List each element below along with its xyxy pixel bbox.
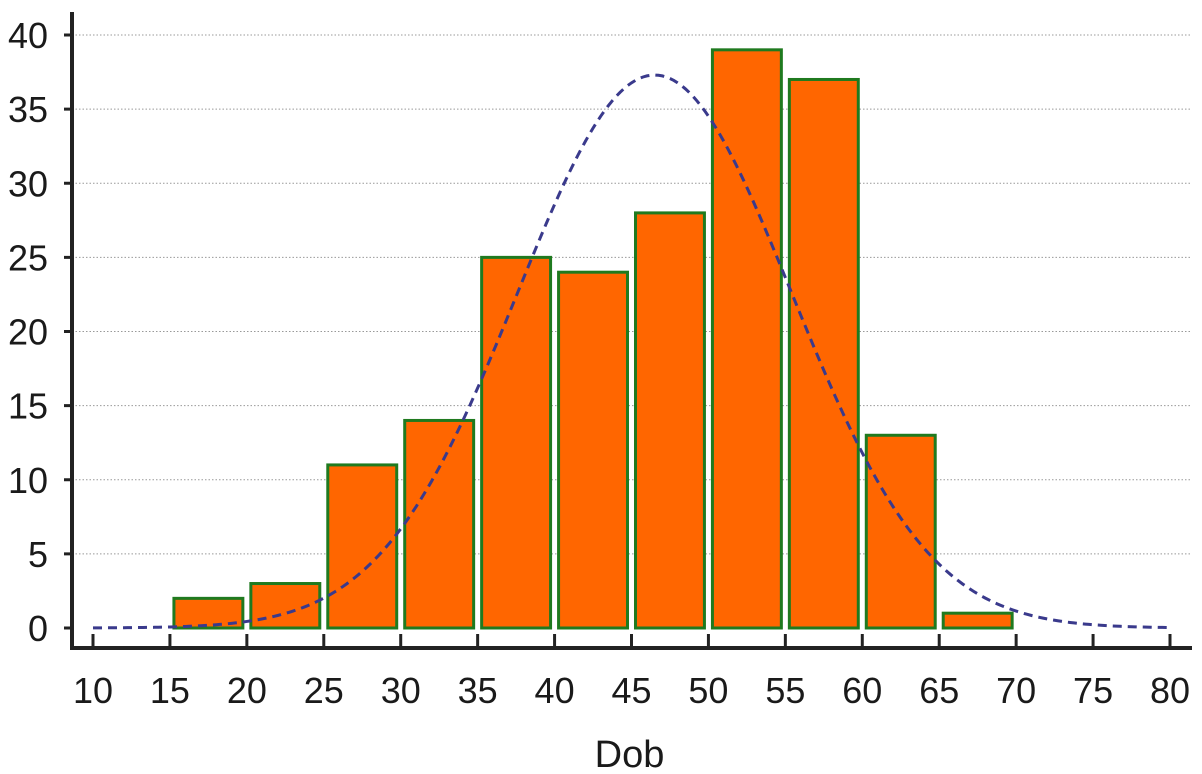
x-tick-label: 35 [458, 670, 498, 711]
y-tick-label: 15 [8, 386, 48, 427]
normal-curve [92, 73, 1171, 630]
x-tick-label: 60 [842, 670, 882, 711]
grid-lines [72, 34, 1190, 555]
histogram-bar [557, 270, 629, 630]
x-axis-title: Dob [595, 734, 665, 774]
y-tick-label: 35 [8, 89, 48, 130]
y-axis-ticks: 0 5 10 15 20 25 30 35 40 [8, 15, 72, 649]
histogram-bar [480, 255, 553, 630]
x-tick-label: 80 [1150, 670, 1190, 711]
x-tick-label: 30 [381, 670, 421, 711]
histogram-bar [403, 418, 476, 630]
histogram-bar [864, 433, 937, 630]
x-tick-label: 45 [611, 670, 651, 711]
normal-curve-line [92, 73, 1171, 630]
x-tick-label: 25 [304, 670, 344, 711]
y-tick-label: 0 [28, 608, 48, 649]
y-tick-label: 40 [8, 15, 48, 56]
y-tick-label: 10 [8, 460, 48, 501]
x-tick-label: 20 [227, 670, 267, 711]
y-tick-label: 30 [8, 163, 48, 204]
y-tick-label: 25 [8, 237, 48, 278]
x-tick-label: 50 [688, 670, 728, 711]
y-tick-label: 20 [8, 312, 48, 353]
x-tick-label: 15 [150, 670, 190, 711]
x-tick-label: 55 [765, 670, 805, 711]
y-tick-label: 5 [28, 534, 48, 575]
histogram-bars [172, 48, 1014, 630]
x-tick-label: 75 [1073, 670, 1113, 711]
histogram-bar [941, 611, 1014, 630]
axes [70, 12, 1192, 650]
histogram-bar [634, 211, 706, 630]
x-tick-label: 65 [919, 670, 959, 711]
x-axis-ticks: 10 15 20 25 30 35 40 45 50 55 60 65 70 75 80 [73, 634, 1190, 711]
histogram-bar [787, 77, 860, 630]
x-tick-label: 70 [996, 670, 1036, 711]
x-tick-label: 10 [73, 670, 113, 711]
histogram-bar [710, 48, 783, 630]
x-tick-label: 40 [535, 670, 575, 711]
